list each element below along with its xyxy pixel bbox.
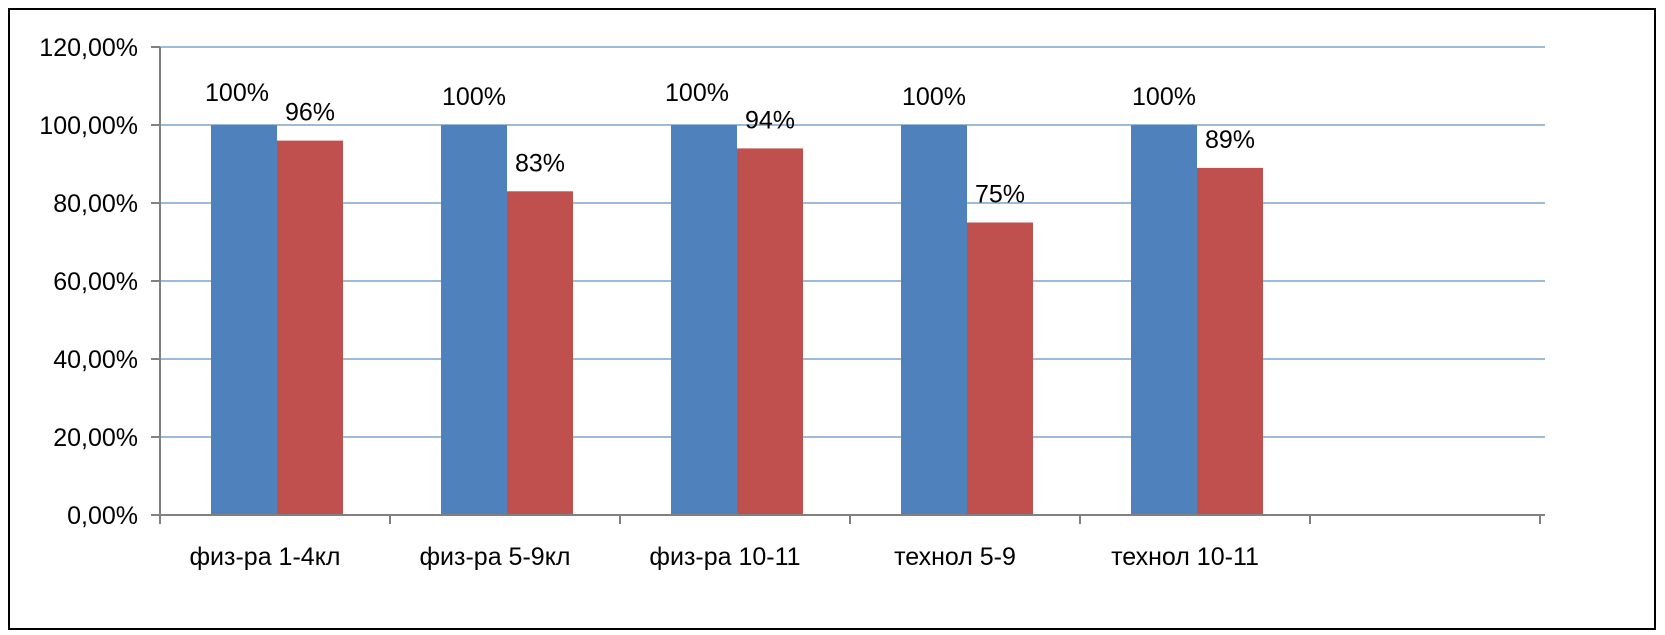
bar bbox=[507, 191, 573, 516]
y-tick-label: 0,00% bbox=[67, 502, 138, 530]
data-label: 83% bbox=[515, 149, 565, 177]
bar bbox=[737, 148, 803, 515]
x-tick-label: физ-ра 1-4кл bbox=[189, 543, 340, 571]
x-tick-label: технол 10-11 bbox=[1111, 543, 1259, 571]
x-tick-label: технол 5-9 bbox=[894, 543, 1016, 571]
data-label: 100% bbox=[442, 83, 506, 111]
bar bbox=[901, 125, 967, 515]
data-label: 100% bbox=[205, 79, 269, 107]
data-label: 89% bbox=[1205, 126, 1255, 154]
y-tick-label: 80,00% bbox=[53, 190, 138, 218]
y-tick-label: 40,00% bbox=[53, 346, 138, 374]
data-label: 100% bbox=[902, 83, 966, 111]
bar bbox=[671, 125, 737, 515]
bar bbox=[441, 125, 507, 515]
bar bbox=[1131, 125, 1197, 515]
data-labels: 100% 100% 100% 100% 100% 96% 83% 94% 75% 89% bbox=[205, 79, 1255, 209]
axes: 0,00% 20,00% 40,00% 60,00% 80,00% 100,00% 120,… bbox=[39, 34, 1545, 571]
data-label: 100% bbox=[665, 79, 729, 107]
data-label: 75% bbox=[975, 181, 1025, 209]
bars bbox=[211, 125, 1263, 516]
x-tick-label: физ-ра 5-9кл bbox=[419, 543, 570, 571]
y-tick-label: 60,00% bbox=[53, 268, 138, 296]
y-tick-label: 120,00% bbox=[39, 34, 138, 62]
data-label: 96% bbox=[285, 99, 335, 127]
bar bbox=[1197, 167, 1263, 515]
data-label: 94% bbox=[745, 106, 795, 134]
bar bbox=[967, 222, 1033, 515]
gridlines bbox=[160, 46, 1545, 438]
x-tick-label: физ-ра 10-11 bbox=[649, 543, 800, 571]
bar bbox=[211, 125, 277, 515]
bar bbox=[277, 140, 343, 515]
y-tick-label: 100,00% bbox=[39, 112, 138, 140]
y-tick-label: 20,00% bbox=[53, 424, 138, 452]
data-label: 100% bbox=[1132, 83, 1196, 111]
